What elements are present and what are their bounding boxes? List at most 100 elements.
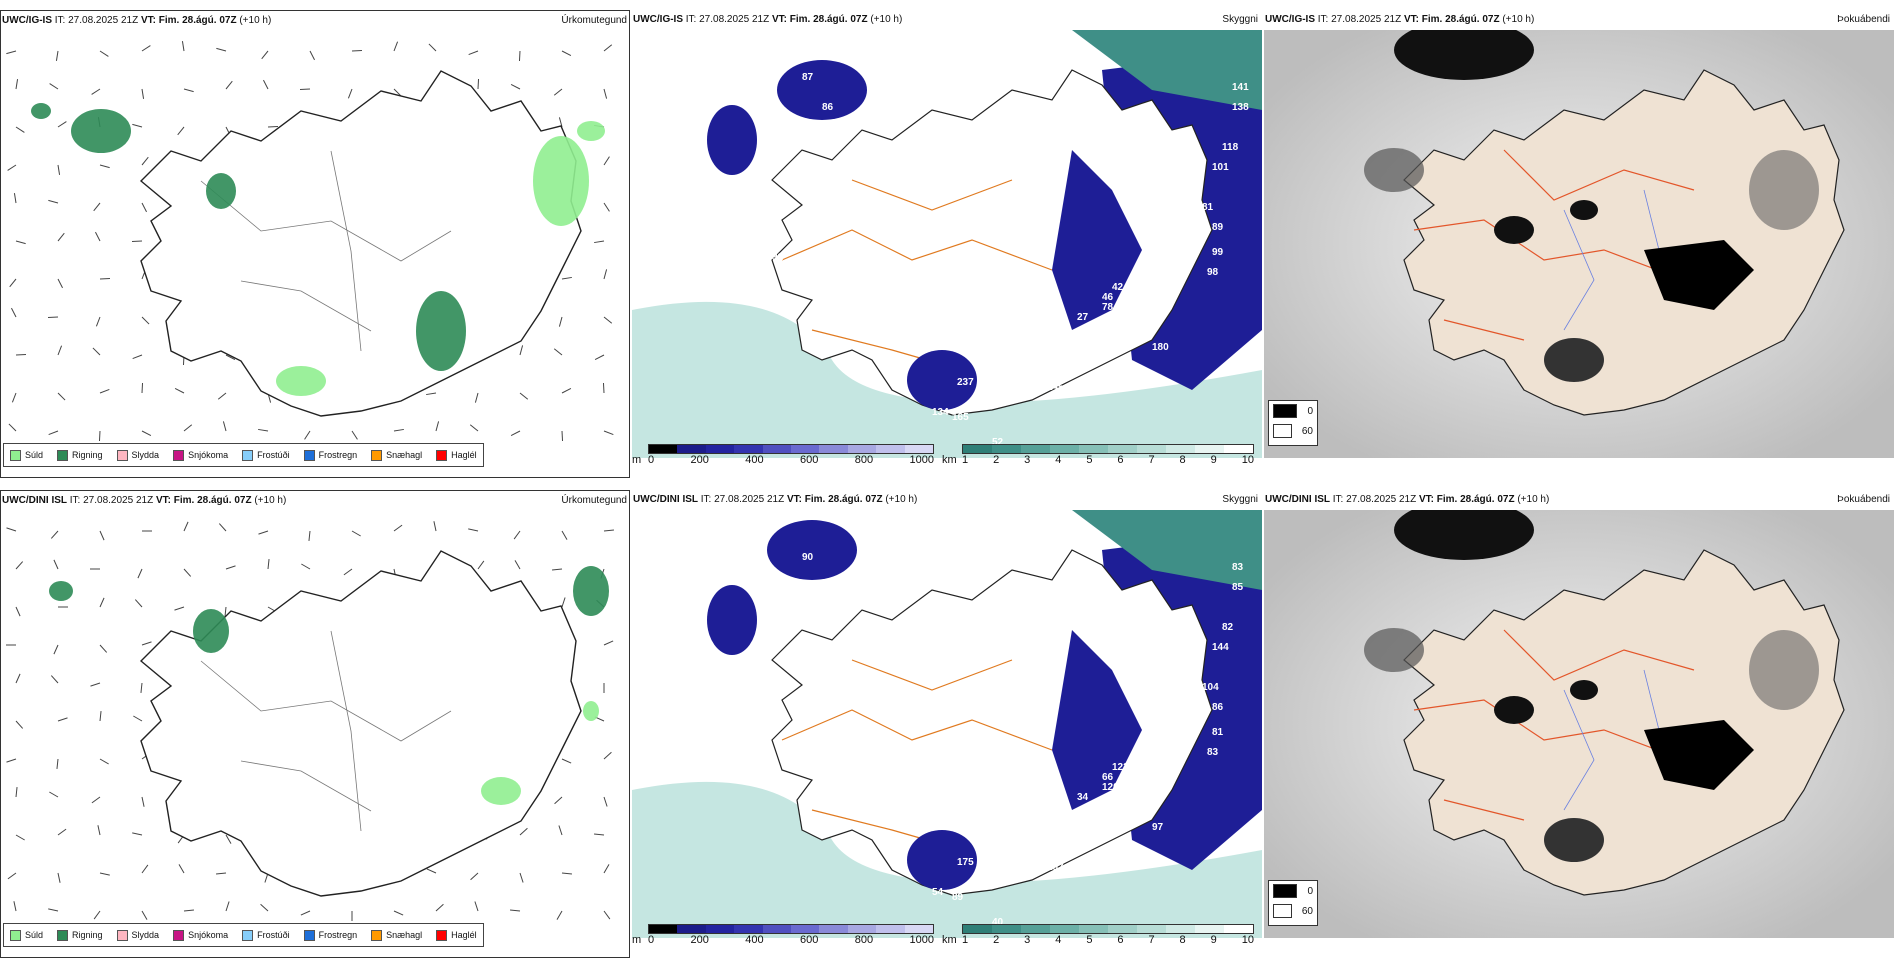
legend-label: Frostúði [257, 450, 290, 460]
visibility-value: 175 [957, 857, 974, 868]
legend-swatch [303, 929, 315, 941]
scale-tick: 10 [1241, 934, 1254, 946]
fog-legend: 0 60 [1268, 880, 1318, 926]
map-image[interactable] [1, 31, 629, 459]
visibility-value: 96 [982, 842, 994, 853]
legend-item: Frostregn [303, 449, 357, 461]
legend-item: Snjókoma [173, 929, 228, 941]
lead-time: (+10 h) [1517, 494, 1550, 505]
visibility-value: 165 [952, 412, 969, 423]
legend-label: 0 [1307, 405, 1313, 417]
visibility-value: 86 [1212, 702, 1224, 713]
visibility-value: 40 [992, 917, 1004, 928]
product-name: Þokuábendi [1837, 494, 1890, 505]
map-image[interactable] [1264, 510, 1894, 938]
scale-tick: 0 [648, 454, 655, 466]
legend-item: Snæhagl [371, 929, 423, 941]
it-label: IT: [700, 494, 712, 505]
visibility-value: 89 [952, 892, 964, 903]
model-name: UWC/DINI ISL [633, 494, 698, 505]
scale-tick: 600 [800, 934, 819, 946]
map-image[interactable]: 90 87 83 85 82 144 104 86 81 83 119 186 89 94 102 118 12… [632, 510, 1262, 938]
scale-tick: 8 [1179, 454, 1186, 466]
visibility-value: 84 [1137, 192, 1149, 203]
scale-tick: 200 [690, 454, 709, 466]
model-name: UWC/DINI ISL [1265, 494, 1330, 505]
visibility-value: 87 [802, 72, 814, 83]
visibility-value: 83 [1207, 747, 1219, 758]
legend-swatch [1273, 904, 1292, 918]
scale-tick: 3 [1024, 934, 1031, 946]
scale-unit: m [632, 934, 642, 946]
map-panel: UWC/DINI ISL IT: 27.08.2025 21Z VT: Fim.… [0, 490, 630, 958]
it-label: IT: [1332, 494, 1344, 505]
legend-item: Snjókoma [173, 449, 228, 461]
valid-time: Fim. 28.ágú. 07Z [804, 494, 883, 505]
legend-item: Rigning [57, 449, 103, 461]
legend-swatch [1273, 404, 1298, 418]
visibility-value: 110 [1172, 212, 1189, 223]
map-panel: UWC/DINI ISL IT: 27.08.2025 21Z VT: Fim.… [632, 490, 1262, 958]
visibility-value: 141 [1232, 82, 1249, 93]
product-name: Úrkomutegund [561, 495, 627, 506]
model-name: UWC/IG-IS [2, 15, 52, 26]
visibility-value: 144 [1212, 642, 1229, 653]
legend-item: Slydda [116, 929, 160, 941]
visibility-scale-m: 0 200 400 600 800 1000 m [632, 444, 934, 470]
visibility-value: 89 [1212, 222, 1224, 233]
visibility-scale-km: 1 2 3 4 5 6 7 8 9 10 km [942, 924, 1254, 950]
scale-tick: 600 [800, 454, 819, 466]
visibility-value: 118 [1152, 742, 1169, 753]
map-panel: UWC/IG-IS IT: 27.08.2025 21Z VT: Fim. 28… [0, 10, 630, 478]
it-label: IT: [69, 495, 81, 506]
legend-label: Rigning [72, 450, 103, 460]
legend-label: Snæhagl [386, 930, 423, 940]
vt-label: VT: [786, 494, 802, 505]
vt-label: VT: [1418, 494, 1434, 505]
scale-tick: 1 [962, 454, 969, 466]
visibility-value: 119 [1142, 652, 1159, 663]
legend-swatch [371, 929, 383, 941]
lead-time: (+10 h) [885, 494, 918, 505]
scale-tick: 6 [1117, 934, 1124, 946]
panel-header: UWC/IG-IS IT: 27.08.2025 21Z VT: Fim. 28… [1, 11, 629, 31]
valid-time: Fim. 28.ágú. 07Z [1436, 494, 1515, 505]
visibility-value: 138 [1232, 102, 1249, 113]
legend-item: Snæhagl [371, 449, 422, 461]
visibility-value: 99 [1212, 247, 1224, 258]
legend-swatch [1273, 424, 1292, 438]
visibility-value: 169 [977, 387, 994, 398]
init-time: 27.08.2025 21Z [68, 15, 139, 26]
legend-label: Haglél [451, 930, 477, 940]
legend-item: Súld [10, 449, 43, 461]
legend-item: Frostregn [303, 929, 357, 941]
visibility-value: 79 [1062, 367, 1074, 378]
map-image[interactable] [1264, 30, 1894, 458]
scale-tick: 200 [690, 934, 709, 946]
visibility-value: 87 [822, 582, 834, 593]
vt-label: VT: [771, 14, 787, 25]
legend-swatch [57, 929, 69, 941]
legend-swatch [116, 449, 128, 461]
panel-header: UWC/DINI ISL IT: 27.08.2025 21Z VT: Fim.… [1264, 490, 1894, 510]
visibility-value: 186 [1137, 672, 1154, 683]
legend-swatch [371, 449, 383, 461]
precip-type-legend: Súld Rigning Slydda Snjókoma Frostúði Frostre… [3, 923, 484, 947]
lead-time: (+10 h) [1502, 14, 1535, 25]
scale-tick: 400 [745, 454, 764, 466]
panel-header: UWC/IG-IS IT: 27.08.2025 21Z VT: Fim. 28… [1264, 10, 1894, 30]
scale-tick: 3 [1024, 454, 1031, 466]
vt-label: VT: [1403, 14, 1419, 25]
legend-item: Frostúði [242, 449, 290, 461]
map-image[interactable]: 87 86 141 138 118 101 81 89 99 98 106 84 78 110 82 56 50… [632, 30, 1262, 458]
visibility-value: 91 [977, 867, 989, 878]
visibility-value: 102 [1172, 717, 1189, 728]
valid-time: Fim. 28.ágú. 07Z [1421, 14, 1500, 25]
map-image[interactable] [1, 511, 629, 939]
legend-label: 60 [1301, 425, 1313, 437]
legend-label: Slydda [131, 930, 160, 940]
product-name: Skyggni [1222, 14, 1258, 25]
visibility-value: 97 [1152, 822, 1164, 833]
model-name: UWC/DINI ISL [2, 495, 67, 506]
vt-label: VT: [140, 15, 156, 26]
